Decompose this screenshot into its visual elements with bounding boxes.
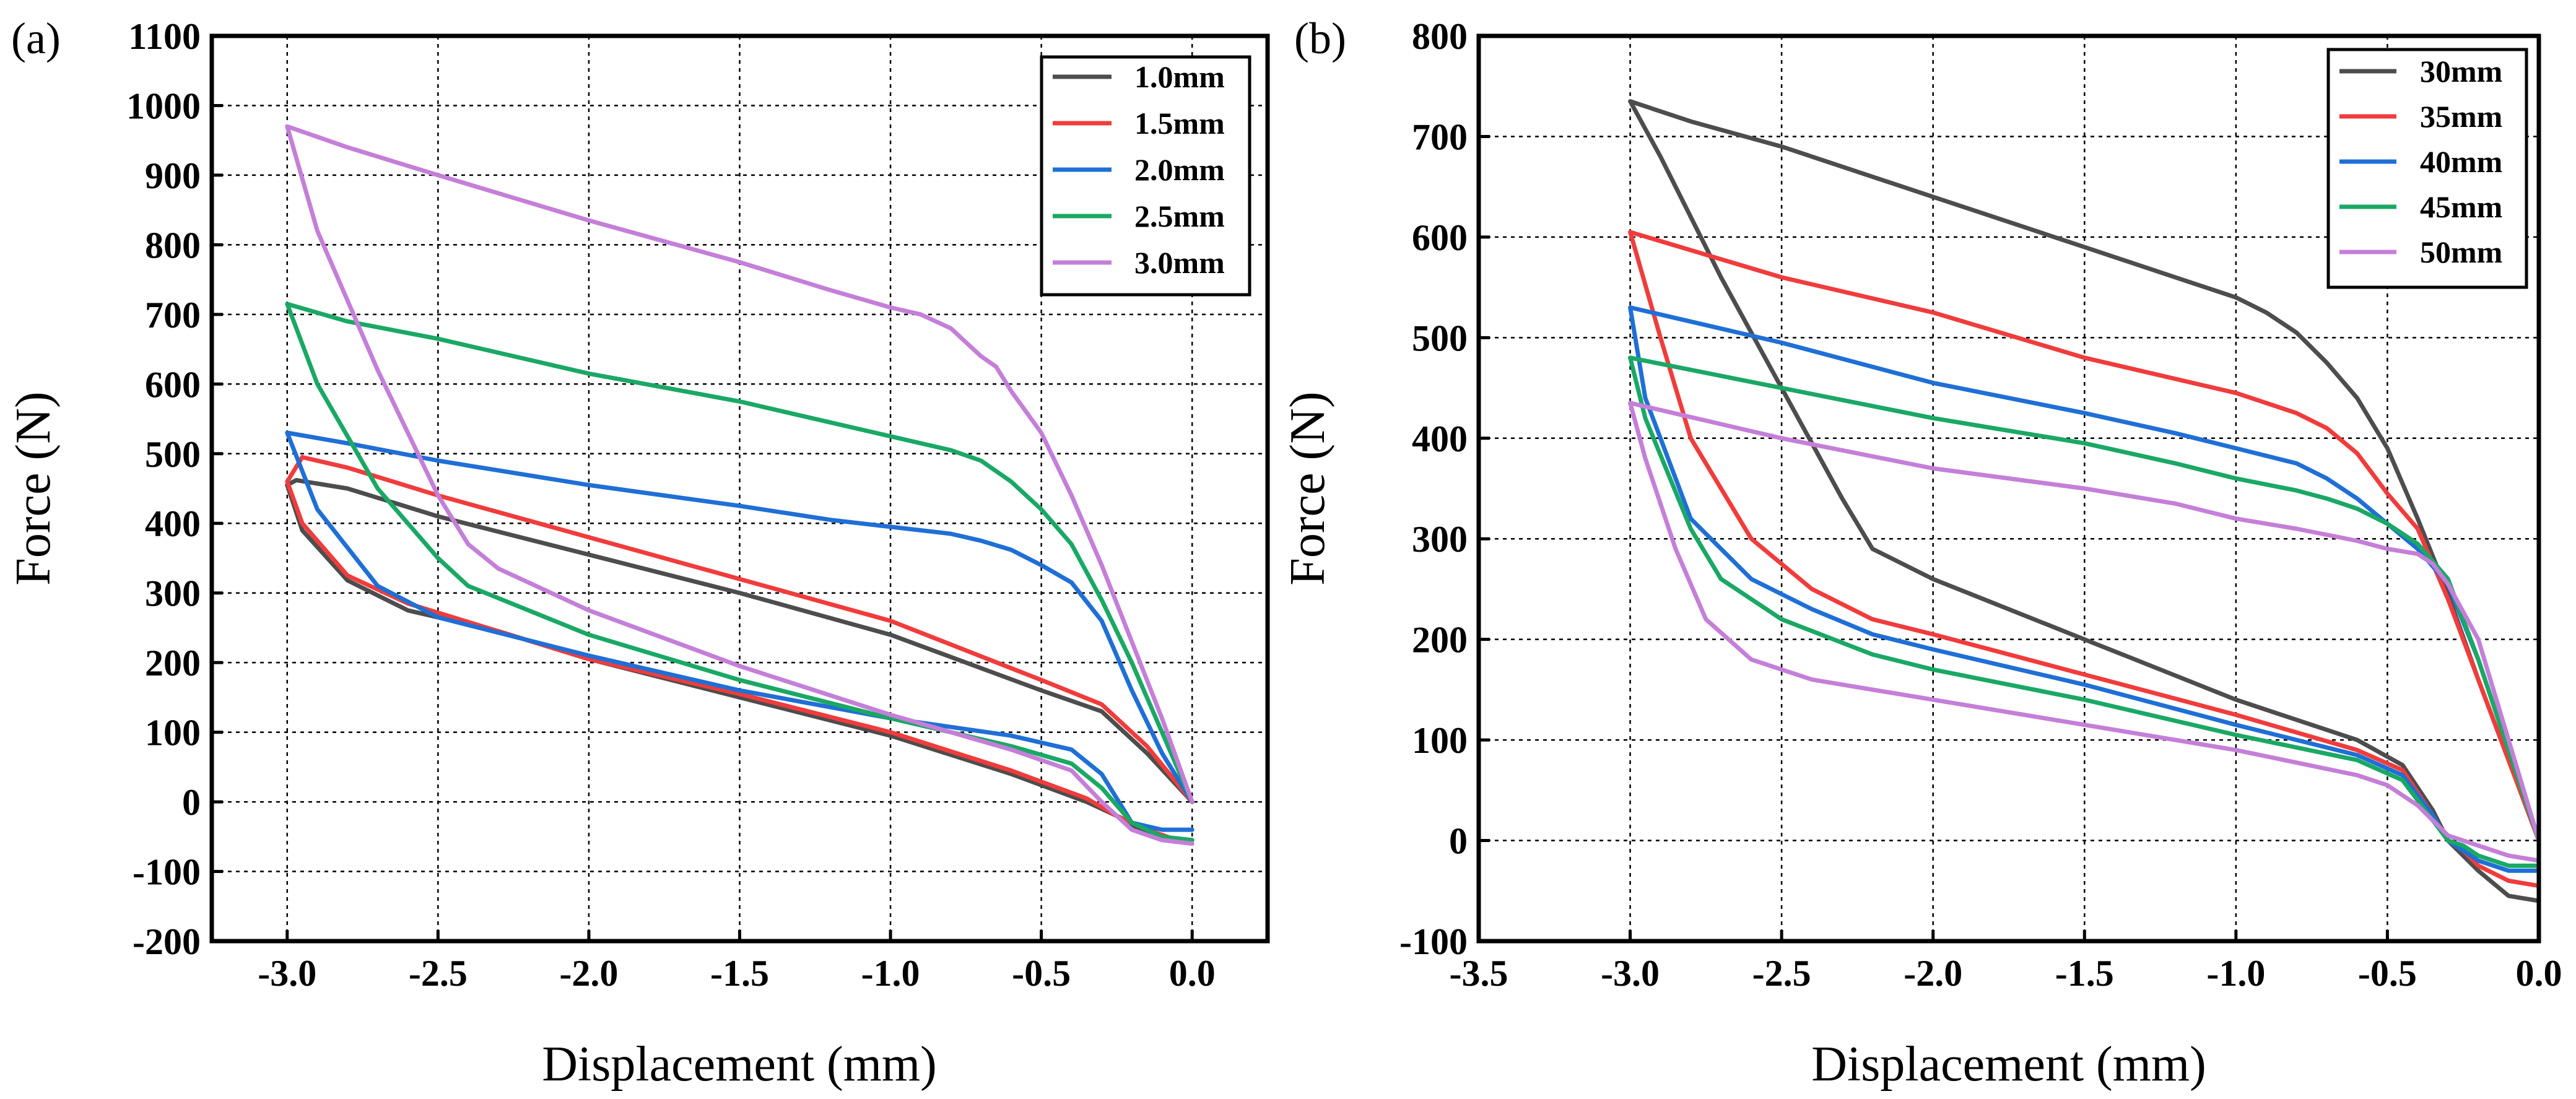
panel-a-y-axis-label: Force (N): [6, 391, 61, 585]
y-tick-label: 800: [145, 225, 201, 266]
panel-a: (a) -3.0 -2.5 -2.0 -1.5 -1.0 -0.5 0.0 -200 -100…: [6, 14, 1270, 1092]
legend-label: 50mm: [2420, 235, 2502, 269]
y-tick-label: -100: [1399, 921, 1468, 962]
y-tick-label: 0: [182, 782, 201, 823]
series-line-3-0mm: [285, 124, 1194, 846]
x-tick-label: -3.5: [1450, 953, 1508, 994]
panel-b-curves: [1628, 99, 2541, 903]
legend-label: 30mm: [2420, 54, 2502, 89]
panel-a-legend-box: [1040, 55, 1251, 297]
x-tick-label: -2.5: [1752, 953, 1811, 994]
y-tick-label: 300: [1412, 519, 1468, 560]
legend-label: 45mm: [2420, 189, 2502, 224]
y-tick-label: 1000: [126, 85, 201, 126]
x-tick-label: -0.5: [2358, 953, 2417, 994]
y-tick-label: 800: [1412, 16, 1468, 57]
x-tick-label: -2.0: [559, 953, 618, 994]
panel-a-y-tick-labels: -200 -100 0 100 200 300 400 500 600 700 800 900 1000…: [126, 16, 201, 962]
x-tick-label: -3.0: [258, 953, 316, 994]
panel-a-plot-frame: [209, 33, 1270, 944]
x-tick-label: -1.5: [710, 953, 769, 994]
panel-b-legend-box: [2326, 48, 2528, 289]
panel-b-label: (b): [1294, 14, 1346, 63]
panel-b-legend: 30mm 35mm 40mm 45mm 50mm: [2326, 48, 2528, 289]
y-tick-label: 700: [145, 295, 201, 336]
y-tick-label: 0: [1449, 821, 1468, 862]
x-tick-label: -1.0: [861, 953, 920, 994]
x-tick-label: -1.0: [2206, 953, 2265, 994]
y-tick-label: 200: [145, 643, 201, 684]
series-line-1-0mm: [285, 478, 1194, 843]
y-tick-label: 400: [145, 503, 201, 544]
x-tick-label: -2.5: [409, 953, 468, 994]
y-tick-label: 400: [1412, 419, 1468, 459]
x-tick-label: 0.0: [1169, 953, 1216, 994]
legend-label: 2.0mm: [1134, 152, 1225, 187]
series-line-2-0mm: [285, 430, 1194, 832]
panel-a-x-tick-labels: -3.0 -2.5 -2.0 -1.5 -1.0 -0.5 0.0: [258, 953, 1215, 994]
panel-b-plot-frame: [1476, 33, 2541, 944]
legend-label: 2.5mm: [1134, 199, 1225, 233]
y-tick-label: 600: [1412, 217, 1468, 258]
y-tick-label: 900: [145, 155, 201, 196]
series-line-50mm: [1628, 401, 2541, 863]
y-tick-label: 500: [145, 434, 201, 475]
y-tick-label: 700: [1412, 116, 1468, 157]
panel-a-x-axis-label: Displacement (mm): [542, 1037, 937, 1092]
x-tick-label: -0.5: [1012, 953, 1071, 994]
y-tick-label: 600: [145, 364, 201, 405]
x-tick-label: -3.0: [1601, 953, 1660, 994]
y-tick-label: 1100: [128, 16, 201, 57]
x-tick-label: -1.5: [2055, 953, 2114, 994]
y-tick-label: 100: [145, 713, 201, 754]
panel-b-x-tick-labels: -3.5 -3.0 -2.5 -2.0 -1.5 -1.0 -0.5 0.0: [1450, 953, 2562, 994]
legend-label: 35mm: [2420, 99, 2502, 134]
series-line-30mm: [1628, 99, 2541, 903]
y-tick-label: -100: [133, 852, 201, 893]
y-tick-label: 300: [145, 573, 201, 614]
legend-label: 1.5mm: [1134, 106, 1225, 141]
panel-b: (b) -3.5 -3.0 -2.5 -2.0 -1.5 -1.0 -0.5 0.0 -100…: [1281, 14, 2562, 1092]
panel-a-label: (a): [11, 14, 61, 63]
series-line-1-5mm: [285, 454, 1194, 843]
y-tick-label: 500: [1412, 318, 1468, 358]
legend-label: 1.0mm: [1134, 59, 1225, 94]
legend-label: 3.0mm: [1134, 245, 1225, 280]
x-tick-label: 0.0: [2516, 953, 2562, 994]
y-tick-label: 200: [1412, 620, 1468, 661]
panel-a-legend: 1.0mm 1.5mm 2.0mm 2.5mm 3.0mm: [1040, 55, 1251, 297]
panel-b-y-tick-labels: -100 0 100 200 300 400 500 600 700 800: [1399, 16, 1468, 962]
panel-b-y-axis-label: Force (N): [1281, 391, 1335, 585]
series-line-2-5mm: [285, 302, 1194, 843]
x-tick-label: -2.0: [1904, 953, 1962, 994]
legend-label: 40mm: [2420, 144, 2502, 179]
panel-b-x-axis-label: Displacement (mm): [1811, 1037, 2206, 1092]
panel-a-curves: [285, 124, 1194, 846]
y-tick-label: 100: [1412, 720, 1468, 761]
y-tick-label: -200: [133, 921, 201, 962]
